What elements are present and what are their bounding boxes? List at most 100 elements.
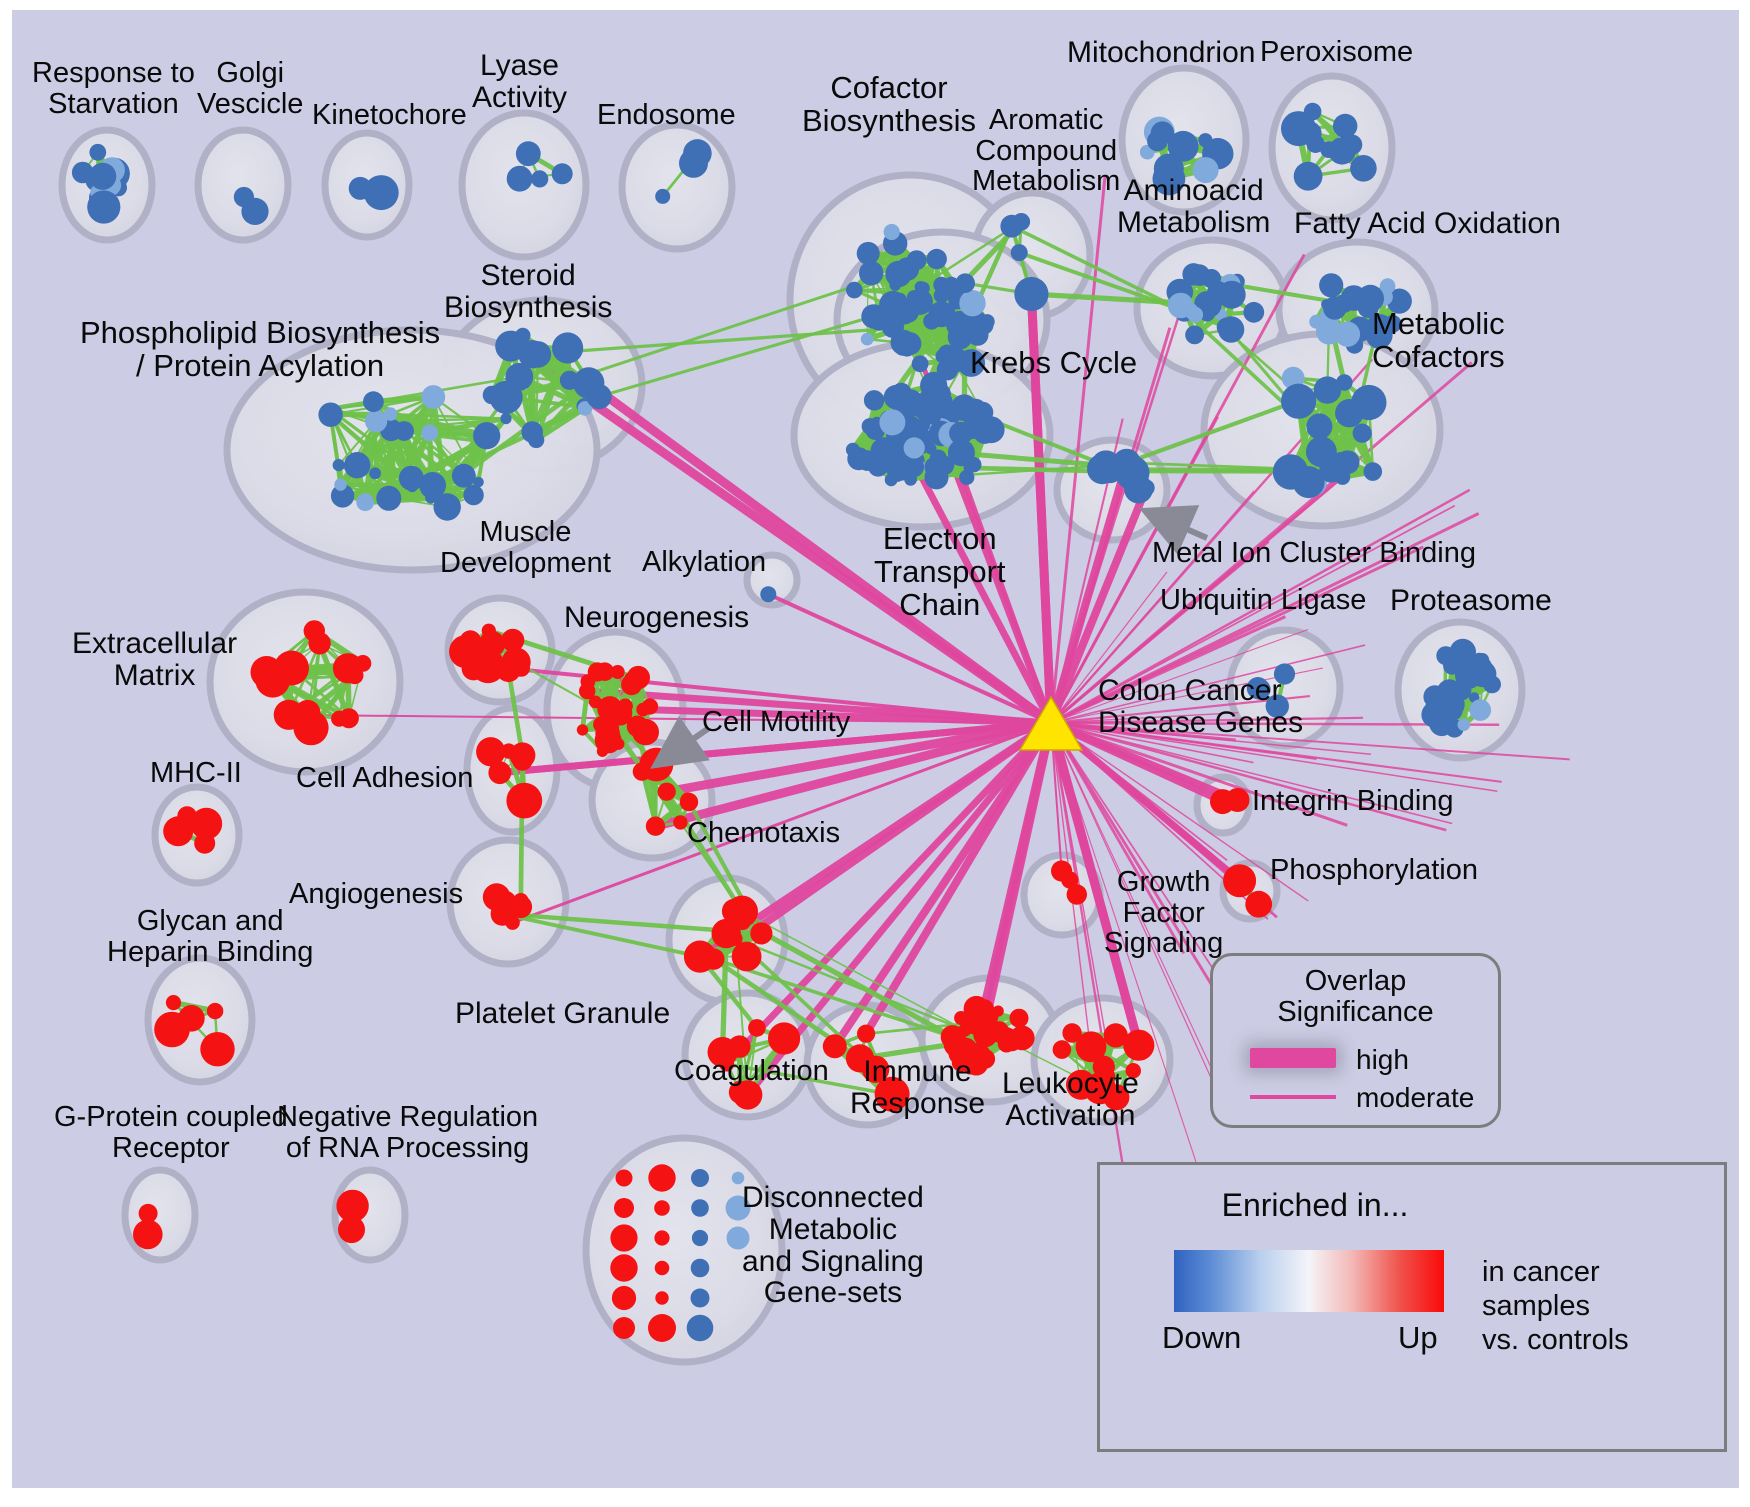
gene-set-node [679,792,699,812]
gene-set-node [690,1258,710,1278]
gene-set-node [1207,280,1228,302]
gene-set-node [1449,638,1477,666]
gene-set-node [654,1200,670,1216]
gene-set-node [588,695,602,709]
gene-set-node [1386,288,1412,314]
gene-set-node [969,1002,996,1029]
legend-label-up: Up [1398,1320,1438,1355]
gene-set-node [632,762,652,781]
gene-set-node [957,349,986,377]
gene-set-node [686,1314,714,1342]
gene-set-node [857,1024,876,1043]
gene-set-node [365,410,388,433]
gene-set-node [1066,884,1088,905]
gene-set-node [1429,710,1455,737]
gene-set-node [726,895,758,928]
arrow-metal-ion-cluster-binding [1139,505,1209,555]
gene-set-node [489,380,523,414]
gene-set-node [613,1317,635,1339]
gene-set-node [1243,301,1265,323]
cluster-outline-ubiquitin-ligase [1226,626,1344,750]
gene-set-node [845,1044,875,1073]
gene-set-node [683,940,717,973]
gene-set-node [612,738,625,750]
network-panel: Response to Starvation Golgi Vescicle Kine… [12,10,1739,1488]
gene-set-node [926,248,947,270]
gene-set-node [655,1291,669,1305]
gene-set-node [425,492,437,504]
gene-set-node [505,915,520,930]
gene-set-node [879,409,906,436]
gene-set-node [506,782,543,819]
gene-set-node [586,384,612,410]
legend-enriched-in: Enriched in... Down Up in cancer samples… [1097,1162,1727,1452]
gene-set-node [1051,860,1073,882]
gene-set-node [1306,413,1333,440]
gene-set-node [363,175,399,211]
gene-set-node [954,1011,969,1025]
gene-set-node [1457,718,1471,731]
cluster-extracellular-matrix [206,588,404,776]
gene-set-node [1333,113,1358,139]
gene-set-node [165,995,182,1011]
legend-swatch-moderate [1250,1095,1336,1099]
gene-set-node [1225,788,1250,812]
gene-set-node [1152,162,1186,196]
gene-set-node [959,290,986,317]
gene-set-node [768,1022,801,1055]
gene-set-node [1319,273,1344,298]
gene-set-node [478,434,494,450]
gene-set-node [576,724,589,736]
gene-set-node [500,413,512,425]
gene-set-node [178,1005,205,1032]
gene-set-node [461,656,486,681]
gene-set-node [596,745,609,757]
gene-set-node [334,478,347,491]
gene-set-node [233,186,254,208]
gene-set-node [294,699,321,726]
gene-set-node [1188,264,1211,286]
gene-set-node [947,324,973,350]
gene-set-node [879,290,907,319]
gene-set-node [559,370,580,390]
gene-set-node [1217,316,1245,343]
gene-set-node [610,1224,638,1252]
gene-set-node [344,452,371,479]
cluster-alkylation [743,551,801,609]
gene-set-node [925,397,943,416]
gene-set-node [958,1023,972,1037]
arrow-cell-motility [650,715,711,769]
gene-set-node [615,1169,633,1187]
legend-overlap-significance: Overlap Significance high moderate [1210,953,1501,1128]
gene-set-node [1223,864,1257,898]
gene-set-node [760,586,777,603]
gene-set-node [1469,699,1492,721]
gene-set-node [1199,305,1216,322]
gene-set-node [932,307,945,320]
gene-set-node [512,659,530,677]
gene-set-node [1272,454,1309,490]
gene-set-node [731,941,762,972]
gene-set-node [398,465,424,491]
legend-overlap-title: Overlap Significance [1277,965,1434,1029]
legend-enrich-title: Enriched in... [1221,1187,1409,1223]
hub-node-colon-cancer-disease-genes[interactable] [1018,695,1084,751]
gene-set-node [1095,1066,1116,1087]
gene-set-node [356,493,375,512]
gene-set-node [621,674,643,696]
gene-set-node [89,162,117,190]
gene-set-node [728,931,743,946]
gene-set-node [728,1080,753,1104]
gene-set-node [1014,276,1049,312]
gene-set-node [1062,1023,1082,1043]
gene-set-node [748,1019,766,1037]
cluster-outline-g-protein-coupled-receptor [121,1166,199,1264]
gene-set-node [1124,474,1153,504]
network-svg [58,64,1570,1366]
gene-set-node [521,421,543,443]
gene-set-node [1315,318,1342,345]
gene-set-node [433,493,461,521]
cluster-disconnected-metabolic-and-signaling-gene-sets [582,1134,786,1366]
cluster-outline-disconnected-metabolic-and-signaling-gene-sets [582,1134,786,1366]
gene-set-node [871,398,883,410]
